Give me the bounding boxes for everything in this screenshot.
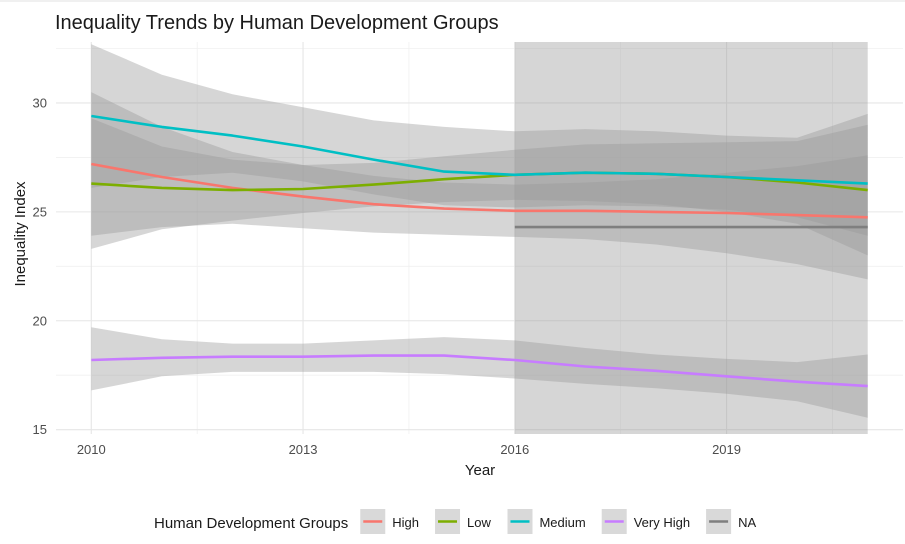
tick-labels: 2010 2013 2016 2019 15 20 25 30 bbox=[33, 95, 741, 457]
y-tick-label: 30 bbox=[33, 95, 47, 110]
line-medium bbox=[91, 114, 868, 185]
legend-item-medium: Medium bbox=[507, 509, 586, 534]
series-lines bbox=[91, 114, 868, 388]
legend-label-na: NA bbox=[738, 515, 756, 530]
legend-label-very-high: Very High bbox=[634, 515, 690, 530]
legend-label-high: High bbox=[392, 515, 419, 530]
legend-title: Human Development Groups bbox=[154, 515, 348, 532]
legend-label-medium: Medium bbox=[539, 515, 585, 530]
legend-label-low: Low bbox=[467, 515, 491, 530]
legend: Human Development Groups High Low Medium Ve… bbox=[154, 509, 756, 534]
confidence-ribbons bbox=[91, 42, 868, 434]
x-axis-title: Year bbox=[465, 462, 495, 479]
ribbon-low bbox=[91, 118, 868, 256]
x-tick-label: 2019 bbox=[712, 442, 741, 457]
y-axis-title: Inequality Index bbox=[12, 181, 29, 287]
chart-title: Inequality Trends by Human Development G… bbox=[55, 12, 499, 34]
ribbon-high bbox=[91, 92, 868, 280]
legend-item-high: High bbox=[360, 509, 419, 534]
legend-item-very-high: Very High bbox=[601, 509, 690, 534]
gridlines bbox=[56, 42, 903, 434]
x-tick-label: 2010 bbox=[77, 442, 106, 457]
ribbon-medium bbox=[91, 44, 868, 236]
x-tick-label: 2013 bbox=[289, 442, 318, 457]
legend-item-low: Low bbox=[435, 509, 491, 534]
line-very-high bbox=[91, 354, 868, 388]
y-tick-label: 25 bbox=[33, 204, 47, 219]
x-tick-label: 2016 bbox=[500, 442, 529, 457]
legend-item-na: NA bbox=[706, 509, 756, 534]
ribbon-na bbox=[514, 42, 868, 434]
ribbon-very-high bbox=[91, 327, 868, 418]
line-high bbox=[91, 162, 868, 219]
y-tick-label: 15 bbox=[33, 422, 47, 437]
y-tick-label: 20 bbox=[33, 313, 47, 328]
